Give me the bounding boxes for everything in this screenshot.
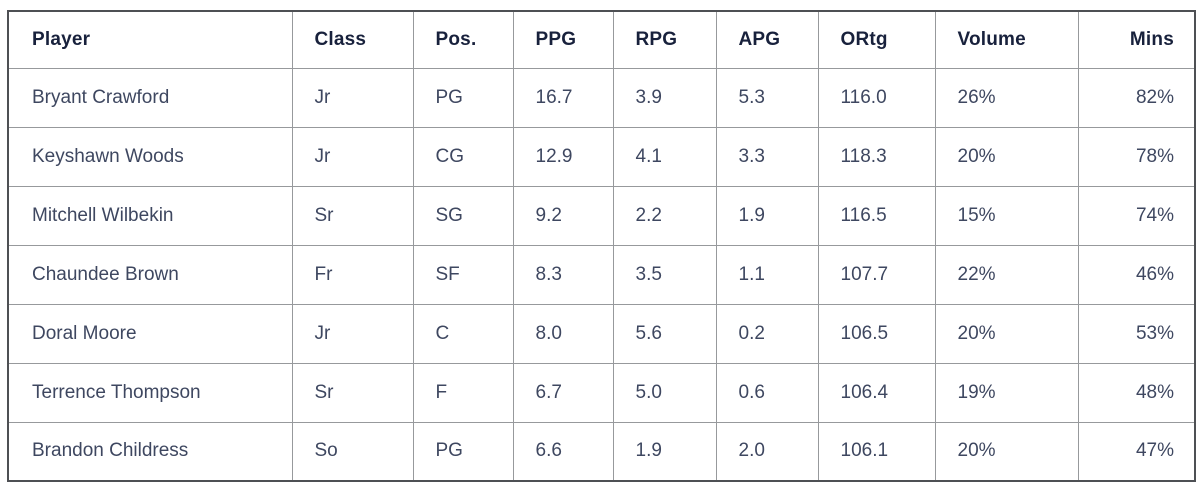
cell-player: Doral Moore xyxy=(7,303,293,364)
cell-pos: PG xyxy=(412,67,514,128)
cell-player: Terrence Thompson xyxy=(7,362,293,423)
cell-mins: 48% xyxy=(1077,362,1196,423)
cell-ortg: 118.3 xyxy=(817,126,936,187)
player-stats-table: Player Class Pos. PPG RPG APG ORtg Volum… xyxy=(7,10,1196,482)
cell-rpg: 4.1 xyxy=(612,126,717,187)
cell-class: Jr xyxy=(291,303,414,364)
cell-mins: 78% xyxy=(1077,126,1196,187)
cell-ortg: 116.0 xyxy=(817,67,936,128)
cell-player: Mitchell Wilbekin xyxy=(7,185,293,246)
cell-rpg: 5.0 xyxy=(612,362,717,423)
cell-rpg: 3.9 xyxy=(612,67,717,128)
cell-apg: 5.3 xyxy=(715,67,819,128)
cell-class: Sr xyxy=(291,362,414,423)
column-header-volume: Volume xyxy=(934,10,1079,69)
column-header-class: Class xyxy=(291,10,414,69)
cell-ppg: 12.9 xyxy=(512,126,614,187)
cell-rpg: 3.5 xyxy=(612,244,717,305)
cell-apg: 1.9 xyxy=(715,185,819,246)
column-header-apg: APG xyxy=(715,10,819,69)
cell-mins: 53% xyxy=(1077,303,1196,364)
cell-volume: 20% xyxy=(934,303,1079,364)
table-row: Doral Moore Jr C 8.0 5.6 0.2 106.5 20% 5… xyxy=(7,303,1196,364)
player-stats-table-container: Player Class Pos. PPG RPG APG ORtg Volum… xyxy=(7,10,1196,482)
cell-ppg: 16.7 xyxy=(512,67,614,128)
cell-ortg: 107.7 xyxy=(817,244,936,305)
table-row: Brandon Childress So PG 6.6 1.9 2.0 106.… xyxy=(7,421,1196,482)
table-row: Mitchell Wilbekin Sr SG 9.2 2.2 1.9 116.… xyxy=(7,185,1196,246)
cell-volume: 20% xyxy=(934,421,1079,482)
cell-class: Fr xyxy=(291,244,414,305)
cell-ortg: 116.5 xyxy=(817,185,936,246)
column-header-rpg: RPG xyxy=(612,10,717,69)
column-header-mins: Mins xyxy=(1077,10,1196,69)
cell-player: Bryant Crawford xyxy=(7,67,293,128)
cell-class: So xyxy=(291,421,414,482)
cell-apg: 2.0 xyxy=(715,421,819,482)
table-row: Keyshawn Woods Jr CG 12.9 4.1 3.3 118.3 … xyxy=(7,126,1196,187)
cell-volume: 26% xyxy=(934,67,1079,128)
cell-ppg: 8.0 xyxy=(512,303,614,364)
cell-pos: SG xyxy=(412,185,514,246)
cell-mins: 74% xyxy=(1077,185,1196,246)
column-header-player: Player xyxy=(7,10,293,69)
cell-class: Sr xyxy=(291,185,414,246)
column-header-pos: Pos. xyxy=(412,10,514,69)
cell-ppg: 8.3 xyxy=(512,244,614,305)
cell-pos: CG xyxy=(412,126,514,187)
cell-volume: 15% xyxy=(934,185,1079,246)
cell-pos: C xyxy=(412,303,514,364)
cell-apg: 1.1 xyxy=(715,244,819,305)
cell-class: Jr xyxy=(291,126,414,187)
cell-player: Brandon Childress xyxy=(7,421,293,482)
cell-volume: 20% xyxy=(934,126,1079,187)
cell-apg: 3.3 xyxy=(715,126,819,187)
cell-class: Jr xyxy=(291,67,414,128)
cell-pos: SF xyxy=(412,244,514,305)
cell-ortg: 106.4 xyxy=(817,362,936,423)
column-header-ortg: ORtg xyxy=(817,10,936,69)
cell-ppg: 6.7 xyxy=(512,362,614,423)
cell-ortg: 106.5 xyxy=(817,303,936,364)
header-row: Player Class Pos. PPG RPG APG ORtg Volum… xyxy=(7,10,1196,69)
cell-ppg: 9.2 xyxy=(512,185,614,246)
cell-volume: 22% xyxy=(934,244,1079,305)
cell-mins: 47% xyxy=(1077,421,1196,482)
table-row: Terrence Thompson Sr F 6.7 5.0 0.6 106.4… xyxy=(7,362,1196,423)
cell-mins: 46% xyxy=(1077,244,1196,305)
cell-rpg: 1.9 xyxy=(612,421,717,482)
table-row: Chaundee Brown Fr SF 8.3 3.5 1.1 107.7 2… xyxy=(7,244,1196,305)
cell-rpg: 2.2 xyxy=(612,185,717,246)
cell-pos: PG xyxy=(412,421,514,482)
cell-rpg: 5.6 xyxy=(612,303,717,364)
cell-apg: 0.6 xyxy=(715,362,819,423)
cell-ppg: 6.6 xyxy=(512,421,614,482)
cell-mins: 82% xyxy=(1077,67,1196,128)
cell-pos: F xyxy=(412,362,514,423)
cell-player: Chaundee Brown xyxy=(7,244,293,305)
cell-apg: 0.2 xyxy=(715,303,819,364)
cell-player: Keyshawn Woods xyxy=(7,126,293,187)
table-row: Bryant Crawford Jr PG 16.7 3.9 5.3 116.0… xyxy=(7,67,1196,128)
cell-ortg: 106.1 xyxy=(817,421,936,482)
column-header-ppg: PPG xyxy=(512,10,614,69)
cell-volume: 19% xyxy=(934,362,1079,423)
